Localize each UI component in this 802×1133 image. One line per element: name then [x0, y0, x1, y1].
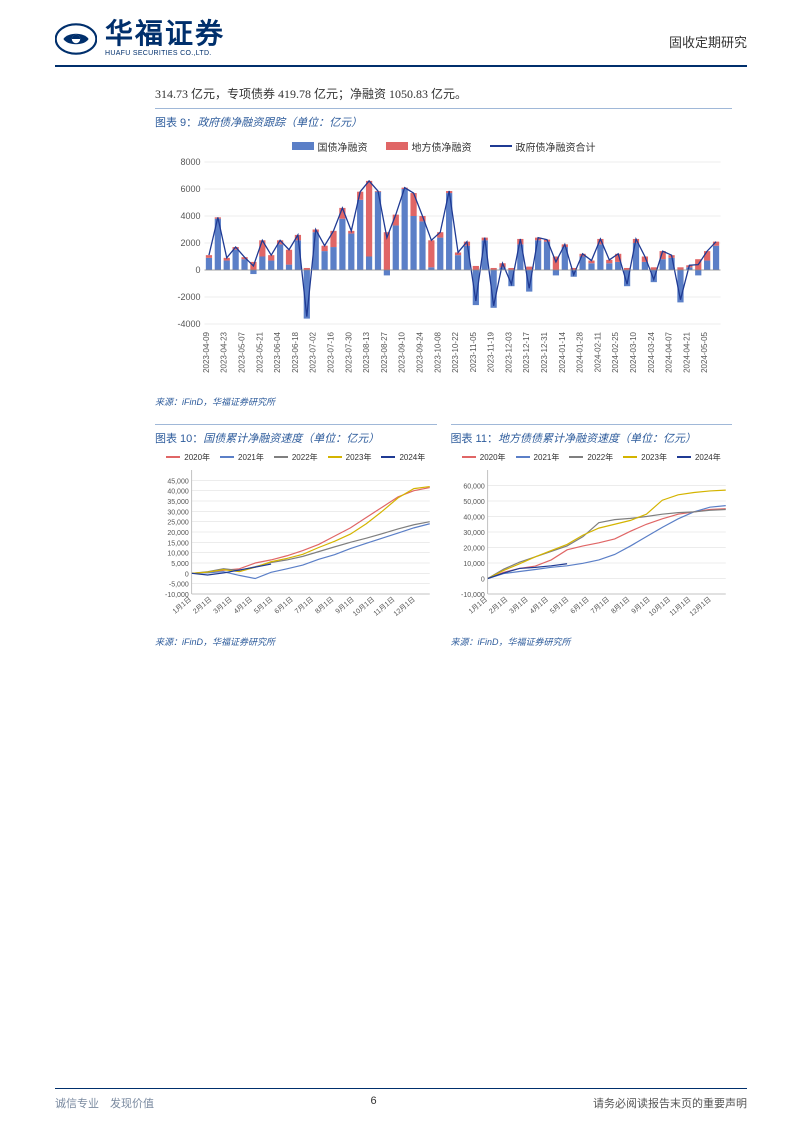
- svg-text:2024-05-05: 2024-05-05: [700, 331, 709, 372]
- svg-text:-2000: -2000: [177, 292, 200, 302]
- report-type: 固收定期研究: [669, 32, 747, 51]
- svg-text:2023-10-22: 2023-10-22: [451, 331, 460, 372]
- svg-text:35,000: 35,000: [167, 499, 189, 506]
- svg-text:10月1日: 10月1日: [647, 595, 672, 618]
- chart9-source: 来源：iFinD，华福证券研究所: [155, 393, 732, 410]
- svg-text:8月1日: 8月1日: [609, 595, 631, 615]
- svg-text:25,000: 25,000: [167, 519, 189, 526]
- svg-text:2024-01-28: 2024-01-28: [576, 331, 585, 372]
- svg-text:2月1日: 2月1日: [487, 595, 509, 615]
- svg-text:2023-04-23: 2023-04-23: [220, 331, 229, 372]
- chart9-box: 图表 9：政府债净融资跟踪（单位：亿元） 国债净融资地方债净融资政府债净融资合计…: [155, 108, 732, 389]
- svg-text:8000: 8000: [180, 157, 200, 167]
- svg-text:2023-06-04: 2023-06-04: [273, 331, 282, 372]
- svg-text:3月1日: 3月1日: [507, 595, 529, 615]
- svg-text:2024-02-25: 2024-02-25: [611, 331, 620, 372]
- svg-text:10,000: 10,000: [167, 550, 189, 557]
- svg-text:20,000: 20,000: [167, 530, 189, 537]
- svg-text:40,000: 40,000: [167, 488, 189, 495]
- svg-text:4000: 4000: [180, 211, 200, 221]
- svg-text:2023-07-30: 2023-07-30: [344, 331, 353, 372]
- svg-text:2024-02-11: 2024-02-11: [593, 331, 602, 372]
- svg-text:7月1日: 7月1日: [293, 595, 315, 615]
- chart11-svg: -10,000010,00020,00030,00040,00050,00060…: [451, 466, 733, 626]
- chart9-legend: 国债净融资地方债净融资政府债净融资合计: [155, 133, 732, 156]
- svg-text:2024-01-14: 2024-01-14: [558, 331, 567, 372]
- svg-text:5月1日: 5月1日: [548, 595, 570, 615]
- svg-text:2023-08-27: 2023-08-27: [380, 331, 389, 372]
- chart10-title: 图表 10：国债累计净融资速度（单位：亿元）: [155, 427, 437, 449]
- svg-text:2023-11-19: 2023-11-19: [487, 331, 496, 372]
- svg-text:2023-07-16: 2023-07-16: [327, 331, 336, 372]
- svg-text:2023-05-21: 2023-05-21: [255, 331, 264, 372]
- chart10-legend: 2020年2021年2022年2023年2024年: [155, 449, 437, 466]
- logo-cn: 华福证券: [105, 20, 225, 48]
- chart10-svg: -10,000-5,00005,00010,00015,00020,00025,…: [155, 466, 437, 626]
- svg-text:2023-11-05: 2023-11-05: [469, 331, 478, 372]
- svg-text:20,000: 20,000: [463, 545, 485, 552]
- svg-text:4月1日: 4月1日: [232, 595, 254, 615]
- svg-text:15,000: 15,000: [167, 540, 189, 547]
- svg-text:2023-04-09: 2023-04-09: [202, 331, 211, 372]
- svg-text:6000: 6000: [180, 184, 200, 194]
- svg-text:2023-12-31: 2023-12-31: [540, 331, 549, 372]
- svg-text:2024-03-10: 2024-03-10: [629, 331, 638, 372]
- chart10-box: 图表 10：国债累计净融资速度（单位：亿元） 2020年2021年2022年20…: [155, 424, 437, 629]
- footer-rule: [55, 1088, 747, 1089]
- svg-text:0: 0: [185, 571, 189, 578]
- svg-text:2024-04-07: 2024-04-07: [665, 331, 674, 372]
- chart11-legend: 2020年2021年2022年2023年2024年: [451, 449, 733, 466]
- svg-text:8月1日: 8月1日: [314, 595, 336, 615]
- svg-text:12月1日: 12月1日: [687, 595, 712, 618]
- header: 华福证券 HUAFU SECURITIES CO.,LTD. 固收定期研究: [0, 0, 802, 65]
- logo-en: HUAFU SECURITIES CO.,LTD.: [105, 50, 225, 57]
- svg-text:2023-10-08: 2023-10-08: [433, 331, 442, 372]
- svg-text:2023-05-07: 2023-05-07: [238, 331, 247, 372]
- svg-text:6月1日: 6月1日: [568, 595, 590, 615]
- logo-icon: [55, 23, 97, 55]
- svg-text:2023-07-02: 2023-07-02: [309, 331, 318, 372]
- svg-text:-5,000: -5,000: [169, 581, 189, 588]
- svg-text:10,000: 10,000: [463, 561, 485, 568]
- svg-text:2023-09-24: 2023-09-24: [415, 331, 424, 372]
- intro-text: 314.73 亿元，专项债券 419.78 亿元；净融资 1050.83 亿元。: [155, 85, 732, 102]
- svg-text:3月1日: 3月1日: [212, 595, 234, 615]
- svg-text:60,000: 60,000: [463, 483, 485, 490]
- footer-left: 诚信专业 发现价值: [55, 1095, 154, 1111]
- svg-text:2024-03-24: 2024-03-24: [647, 331, 656, 372]
- svg-text:2023-12-03: 2023-12-03: [504, 331, 513, 372]
- svg-text:2023-12-17: 2023-12-17: [522, 331, 531, 372]
- chart11-title: 图表 11：地方债债累计净融资速度（单位：亿元）: [451, 427, 733, 449]
- svg-text:2024-04-21: 2024-04-21: [682, 331, 691, 372]
- svg-text:30,000: 30,000: [463, 530, 485, 537]
- svg-text:0: 0: [195, 265, 200, 275]
- svg-text:6月1日: 6月1日: [273, 595, 295, 615]
- svg-text:12月1日: 12月1日: [392, 595, 417, 618]
- svg-text:-4000: -4000: [177, 319, 200, 329]
- svg-text:50,000: 50,000: [463, 499, 485, 506]
- svg-text:10月1日: 10月1日: [351, 595, 376, 618]
- chart10-source: 来源：iFinD，华福证券研究所: [155, 633, 437, 650]
- logo: 华福证券 HUAFU SECURITIES CO.,LTD.: [55, 20, 225, 57]
- svg-text:5,000: 5,000: [171, 561, 189, 568]
- chart11-box: 图表 11：地方债债累计净融资速度（单位：亿元） 2020年2021年2022年…: [451, 424, 733, 629]
- svg-text:4月1日: 4月1日: [528, 595, 550, 615]
- chart11-source: 来源：iFinD，华福证券研究所: [451, 633, 733, 650]
- svg-text:30,000: 30,000: [167, 509, 189, 516]
- svg-text:45,000: 45,000: [167, 478, 189, 485]
- footer-right: 请务必阅读报告末页的重要声明: [593, 1095, 747, 1111]
- chart9-title: 图表 9：政府债净融资跟踪（单位：亿元）: [155, 111, 732, 133]
- svg-text:2023-09-10: 2023-09-10: [398, 331, 407, 372]
- svg-text:2023-06-18: 2023-06-18: [291, 331, 300, 372]
- svg-text:2月1日: 2月1日: [192, 595, 214, 615]
- svg-text:0: 0: [480, 576, 484, 583]
- footer: 诚信专业 发现价值 6 请务必阅读报告末页的重要声明: [0, 1088, 802, 1133]
- svg-text:5月1日: 5月1日: [253, 595, 275, 615]
- svg-text:2023-08-13: 2023-08-13: [362, 331, 371, 372]
- chart9-svg: -4000 -2000 0 2000 4000 6000 8000 2023-04-09 202…: [155, 156, 732, 386]
- svg-text:2000: 2000: [180, 238, 200, 248]
- svg-text:40,000: 40,000: [463, 514, 485, 521]
- page-number: 6: [370, 1095, 376, 1111]
- svg-text:7月1日: 7月1日: [589, 595, 611, 615]
